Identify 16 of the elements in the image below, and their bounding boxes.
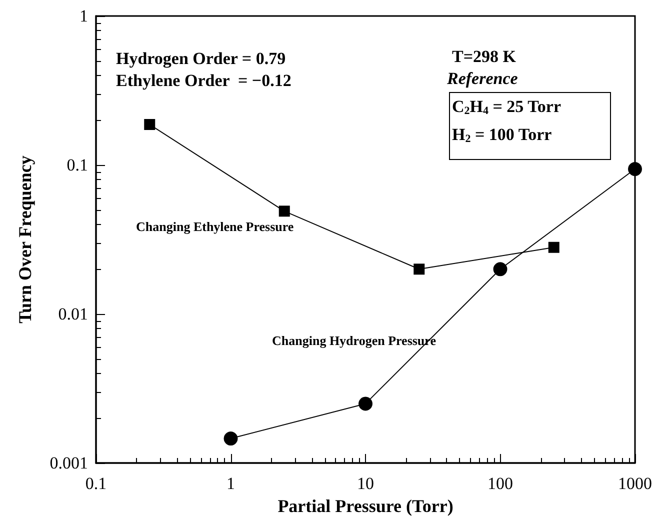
y-tick-label: 1 [80,6,88,26]
annotation: Ethylene Order = −0.12 [116,71,292,90]
annotation: T=298 K [452,47,517,66]
series-label: Changing Ethylene Pressure [136,219,294,234]
x-tick-label: 10 [357,474,374,493]
y-axis-title: Turn Over Frequency [15,156,35,324]
y-tick-label: 0.001 [50,454,88,472]
y-tick-label: 0.1 [66,156,88,174]
annotation: Reference [446,69,518,88]
x-tick-label: 1 [226,474,235,493]
y-tick-label: 0.01 [58,304,88,324]
x-tick-label: 0.1 [85,474,107,493]
x-tick-label: 100 [488,474,513,493]
x-axis-title: Partial Pressure (Torr) [278,496,454,516]
annotation: Hydrogen Order = 0.79 [116,49,286,68]
x-tick-label: 1000 [618,474,652,493]
